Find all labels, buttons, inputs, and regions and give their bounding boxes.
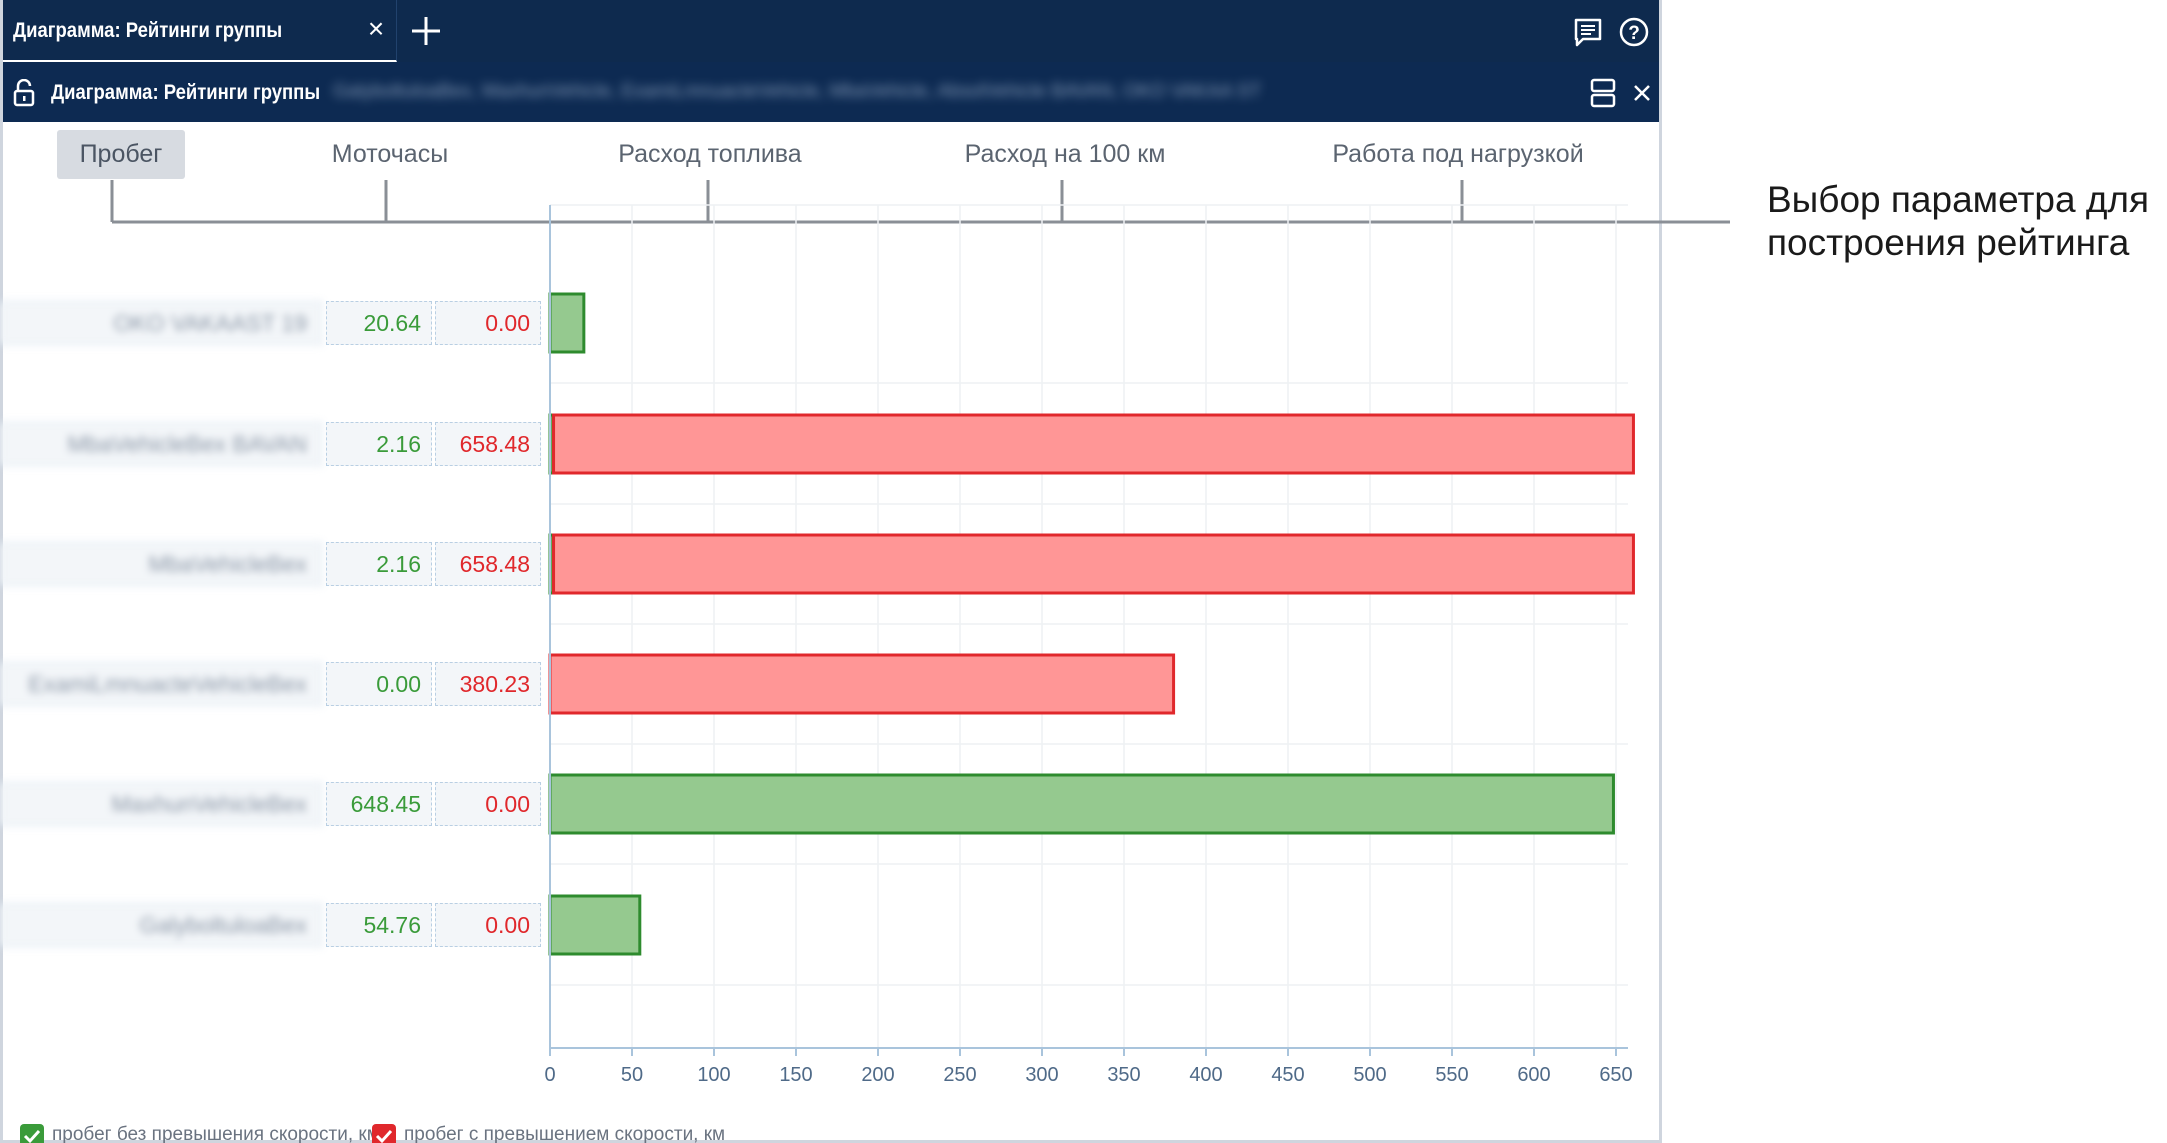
x-tick-label: 50 [621,1064,643,1086]
bar-green[interactable] [548,773,1615,835]
row-value-green: 2.16 [326,542,432,586]
x-tick-label: 650 [1599,1064,1632,1086]
row-object-name: MbaVehicleBex BAVAN [0,422,322,466]
row-value-green: 20.64 [326,301,432,345]
row-value-red: 658.48 [435,422,541,466]
param-tab-fuel-consumption[interactable]: Расход топлива [618,140,802,168]
x-tick-label: 600 [1517,1064,1550,1086]
row-object-name: GalyboltuloaBex [0,903,322,947]
diagram-title: Диаграмма: Рейтинги группы [51,81,321,104]
x-tick-label: 550 [1435,1064,1468,1086]
tab-title: Диаграмма: Рейтинги группы [13,19,283,42]
tab-bar: Диаграмма: Рейтинги группы × ? [3,0,1659,62]
callout-note: Выбор параметра для построения рейтинга [1767,178,2149,264]
row-value-red: 0.00 [435,903,541,947]
x-tick-label: 350 [1107,1064,1140,1086]
layout-toggle-icon[interactable] [1590,78,1616,108]
help-icon[interactable]: ? [1618,16,1650,48]
callout-bracket [110,180,1730,224]
row-value-green: 54.76 [326,903,432,947]
row-value-green: 2.16 [326,422,432,466]
legend-checkbox-green[interactable] [20,1124,44,1143]
x-tick-label: 100 [697,1064,730,1086]
legend-checkbox-red[interactable] [372,1124,396,1143]
unlock-icon[interactable] [13,78,35,107]
x-tick-label: 200 [861,1064,894,1086]
svg-text:?: ? [1628,23,1640,44]
row-value-red: 0.00 [435,301,541,345]
x-tick-label: 400 [1189,1064,1222,1086]
bar-red[interactable] [552,413,1635,475]
notes-icon[interactable] [1573,17,1603,47]
param-tab-mileage[interactable]: Пробег [57,130,185,179]
callout-line-1: Выбор параметра для [1767,179,2150,220]
x-tick-label: 500 [1353,1064,1386,1086]
param-tab-engine-hours[interactable]: Моточасы [331,140,449,168]
x-tick-label: 300 [1025,1064,1058,1086]
tab-close-button[interactable]: × [367,13,385,44]
bar-green[interactable] [548,292,586,354]
x-tick-label: 150 [779,1064,812,1086]
bar-red[interactable] [548,653,1176,715]
chart-axis: 0 50 100 150 200 250 300 350 400 450 500 550 600 650 [544,205,1633,1086]
row-value-green: 648.45 [326,782,432,826]
plus-icon[interactable] [407,12,445,50]
x-tick-label: 0 [544,1064,555,1086]
diagram-objects-list: GalyboltuloaBex, MaxhunVehicle, ExamiLmn… [333,81,1262,101]
legend-label-green: пробег без превышения скорости, км [52,1124,380,1143]
diagram-header: Диаграмма: Рейтинги группы GalyboltuloaB… [3,62,1659,122]
legend-label-red: пробег с превышением скорости, км [404,1124,726,1143]
row-value-red: 380.23 [435,662,541,706]
row-object-name: OKO VAKAAST 19 [0,301,322,345]
bar-green[interactable] [548,894,642,956]
param-tab-work-under-load[interactable]: Работа под нагрузкой [1332,140,1584,168]
x-tick-label: 450 [1271,1064,1304,1086]
close-icon[interactable] [1630,78,1654,106]
row-object-name: MaxhunVehicleBex [0,782,322,826]
tab-diagram[interactable]: Диаграмма: Рейтинги группы × [3,0,397,62]
callout-line-2: построения рейтинга [1767,222,2130,263]
chart-bars [548,292,1635,956]
bar-red[interactable] [552,533,1635,595]
row-value-red: 658.48 [435,542,541,586]
row-value-red: 0.00 [435,782,541,826]
row-object-name: ExamiLmnuacteVehicleBex [0,662,322,706]
row-object-name: MbaVehicleBex [0,542,322,586]
chart-grid [550,204,1628,1048]
row-value-green: 0.00 [326,662,432,706]
x-tick-label: 250 [943,1064,976,1086]
param-tab-consumption-100km[interactable]: Расход на 100 км [964,140,1166,168]
